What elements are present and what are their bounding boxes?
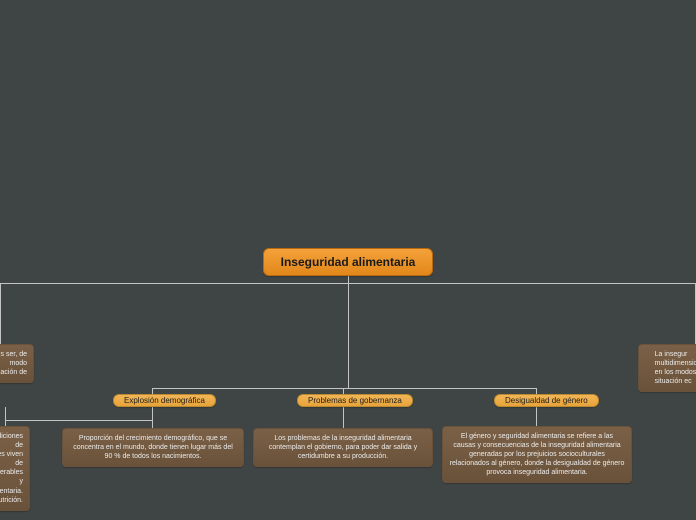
root-node: Inseguridad alimentaria	[263, 248, 433, 276]
side-right-partial: La insegur multidimension en los modos s…	[638, 344, 696, 392]
connector	[152, 388, 536, 389]
diagram-canvas: Inseguridad alimentaria s ser, de modo si…	[0, 0, 696, 520]
connector	[348, 276, 349, 283]
description-box-0: ondiciones de nes viven de vulnerables y…	[0, 426, 30, 511]
connector	[152, 407, 153, 428]
connector	[343, 407, 344, 428]
side-left-partial: s ser, de modo situación de	[0, 344, 34, 383]
connector	[5, 407, 6, 426]
description-box-3: El género y seguridad alimentaria se ref…	[442, 426, 632, 483]
connector	[348, 283, 349, 388]
child-node-1: Problemas de gobernanza	[297, 394, 413, 407]
connector	[536, 407, 537, 426]
child-node-2: Desigualdad de género	[494, 394, 599, 407]
connector	[0, 283, 1, 344]
description-box-1: Proporción del crecimiento demográfico, …	[62, 428, 244, 467]
child-node-0: Explosión demográfica	[113, 394, 216, 407]
connector	[5, 420, 152, 421]
description-box-2: Los problemas de la inseguridad alimenta…	[253, 428, 433, 467]
